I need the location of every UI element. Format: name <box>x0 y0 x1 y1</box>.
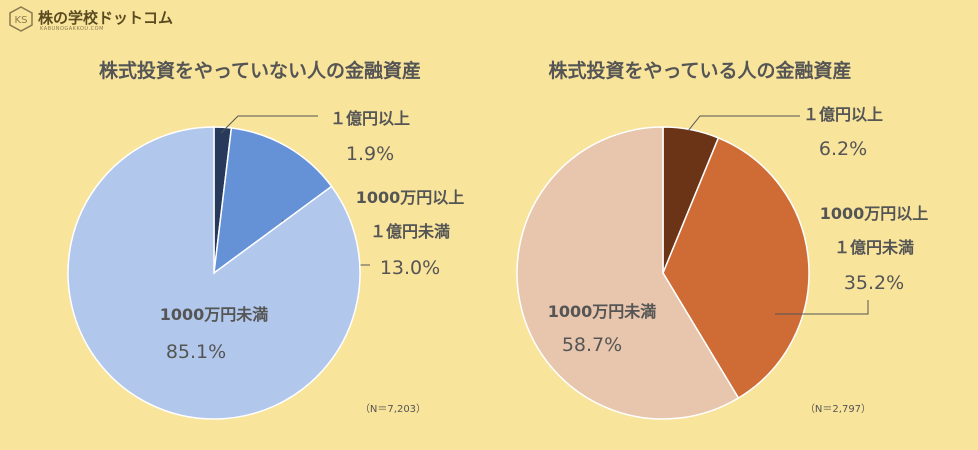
slice-label-investors-2: 1000万円未満 <box>548 302 657 321</box>
slice-label-non-investors-1: １億円未満 <box>370 222 450 241</box>
slice-value-investors-0: 6.2% <box>819 138 867 160</box>
slice-value-non-investors-0: 1.9% <box>346 143 394 165</box>
slice-value-investors-1: 35.2% <box>844 272 904 294</box>
chart-title-non-investors: 株式投資をやっていない人の金融資産 <box>98 60 422 82</box>
leader-line-non-investors-0 <box>220 115 318 134</box>
pie-slice-non-investors-2 <box>67 126 361 420</box>
slice-value-non-investors-1: 13.0% <box>380 257 440 279</box>
sample-size-note-investors: （N＝2,797） <box>805 403 871 415</box>
slice-label-non-investors-1: 1000万円以上 <box>356 188 465 207</box>
leader-line-investors-1 <box>775 300 869 315</box>
slice-label-non-investors-2: 1000万円未満 <box>160 305 269 324</box>
leader-line-investors-0 <box>687 115 800 132</box>
slice-label-non-investors-0: １億円以上 <box>330 109 410 128</box>
brand-logo: KS 株の学校ドットコム KABUNOGAKKOU.COM <box>8 4 208 36</box>
slice-label-investors-1: １億円未満 <box>834 238 914 257</box>
brand-subtitle: KABUNOGAKKOU.COM <box>40 26 104 32</box>
brand-badge-text: KS <box>15 15 28 26</box>
chart-title-investors: 株式投資をやっている人の金融資産 <box>548 60 852 82</box>
brand-badge-icon: KS <box>9 6 33 32</box>
pie-slice-non-investors-1 <box>213 127 333 275</box>
slice-value-investors-2: 58.7% <box>562 334 622 356</box>
pie-slice-investors-2 <box>516 126 740 420</box>
sample-size-note-non-investors: （N＝7,203） <box>360 403 426 415</box>
brand-name: 株の学校ドットコム <box>38 9 174 27</box>
slice-label-investors-0: １億円以上 <box>803 105 883 124</box>
slice-value-non-investors-2: 85.1% <box>166 341 226 363</box>
slice-label-investors-1: 1000万円以上 <box>820 204 929 223</box>
